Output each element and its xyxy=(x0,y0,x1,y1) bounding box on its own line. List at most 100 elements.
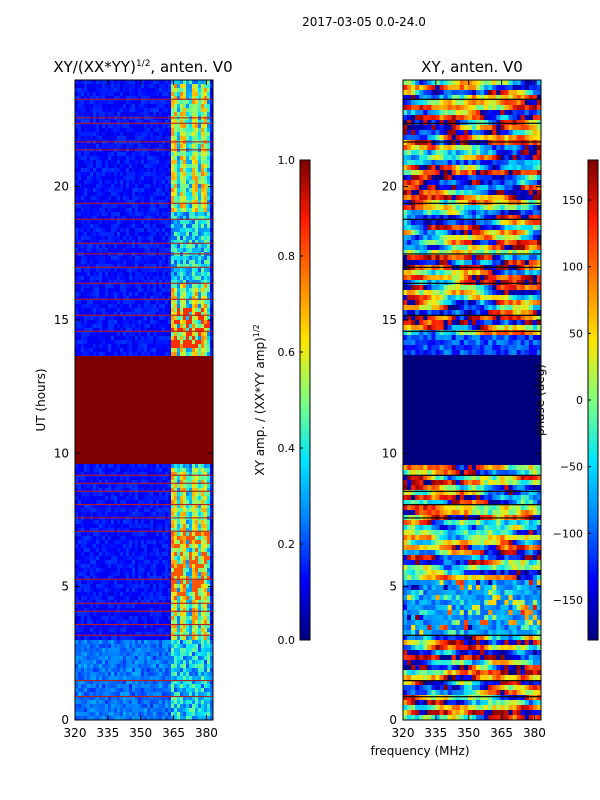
amplitude-cell xyxy=(156,368,160,373)
amplitude-cell xyxy=(162,192,166,197)
amplitude-cell xyxy=(102,92,106,97)
amplitude-cell xyxy=(108,276,112,281)
amplitude-cell xyxy=(147,280,151,285)
amplitude-cell xyxy=(132,472,136,477)
amplitude-cell xyxy=(153,308,157,313)
amplitude-cell xyxy=(147,424,151,429)
amplitude-cell xyxy=(210,288,213,293)
amplitude-cell xyxy=(132,484,136,489)
amplitude-cell xyxy=(165,316,169,321)
amplitude-cell xyxy=(114,432,118,437)
amplitude-cell xyxy=(180,132,184,137)
amplitude-cell xyxy=(162,420,166,425)
amplitude-cell xyxy=(198,496,202,501)
amplitude-cell xyxy=(183,288,187,293)
amplitude-cell xyxy=(111,404,115,409)
amplitude-cell xyxy=(165,196,169,201)
amplitude-cell xyxy=(210,468,213,473)
amplitude-cell xyxy=(138,180,142,185)
amplitude-cell xyxy=(144,232,148,237)
amplitude-cell xyxy=(102,344,106,349)
amplitude-cell xyxy=(171,156,175,161)
amplitude-cell xyxy=(198,396,202,401)
amplitude-cell xyxy=(192,448,196,453)
amplitude-cell xyxy=(153,276,157,281)
amplitude-cell xyxy=(117,256,121,261)
amplitude-cell xyxy=(96,364,100,369)
amplitude-cell xyxy=(90,480,94,485)
amplitude-cell xyxy=(171,368,175,373)
amplitude-cell xyxy=(126,160,130,165)
amplitude-cell xyxy=(114,388,118,393)
amplitude-cell xyxy=(120,120,124,125)
amplitude-cell xyxy=(153,440,157,445)
amplitude-cell xyxy=(102,228,106,233)
amplitude-cell xyxy=(147,436,151,441)
amplitude-cell xyxy=(138,356,142,361)
amplitude-cell xyxy=(144,408,148,413)
amplitude-cell xyxy=(141,112,145,117)
amplitude-cell xyxy=(78,204,82,209)
amplitude-cell xyxy=(192,360,196,365)
amplitude-cell xyxy=(138,84,142,89)
amplitude-cell xyxy=(87,440,91,445)
amplitude-cell xyxy=(183,356,187,361)
amplitude-cell xyxy=(159,272,163,277)
amplitude-cell xyxy=(210,392,213,397)
amplitude-cell xyxy=(177,348,181,353)
amplitude-cell xyxy=(162,444,166,449)
amplitude-cell xyxy=(117,304,121,309)
amplitude-cell xyxy=(111,248,115,253)
amplitude-cell xyxy=(207,292,211,297)
amplitude-cell xyxy=(156,432,160,437)
amplitude-cell xyxy=(123,428,127,433)
amplitude-cell xyxy=(75,328,79,333)
amplitude-cell xyxy=(84,412,88,417)
amplitude-cell xyxy=(171,476,175,481)
amplitude-cell xyxy=(159,352,163,357)
amplitude-cell xyxy=(207,288,211,293)
amplitude-cell xyxy=(105,480,109,485)
amplitude-cell xyxy=(138,344,142,349)
amplitude-cell xyxy=(174,392,178,397)
amplitude-cell xyxy=(177,292,181,297)
amplitude-cell xyxy=(87,208,91,213)
amplitude-cell xyxy=(165,356,169,361)
amplitude-cell xyxy=(78,268,82,273)
amplitude-cell xyxy=(81,336,85,341)
amplitude-cell xyxy=(207,468,211,473)
amplitude-cell xyxy=(84,340,88,345)
amplitude-cell xyxy=(165,180,169,185)
amplitude-cell xyxy=(123,124,127,129)
amplitude-cell xyxy=(102,448,106,453)
amplitude-cell xyxy=(78,480,82,485)
amplitude-cell xyxy=(120,352,124,357)
amplitude-cell xyxy=(186,112,190,117)
amplitude-cell xyxy=(90,340,94,345)
amplitude-cell xyxy=(207,152,211,157)
amplitude-cell xyxy=(105,208,109,213)
amplitude-cell xyxy=(183,228,187,233)
amplitude-cell xyxy=(105,416,109,421)
amplitude-cell xyxy=(204,296,208,301)
amplitude-cell xyxy=(156,264,160,269)
amplitude-cell xyxy=(156,156,160,161)
amplitude-cell xyxy=(192,100,196,105)
amplitude-cell xyxy=(210,328,213,333)
amplitude-cell xyxy=(168,244,172,249)
amplitude-cell xyxy=(111,328,115,333)
amplitude-cell xyxy=(144,196,148,201)
amplitude-cell xyxy=(186,492,190,497)
amplitude-cell xyxy=(141,492,145,497)
amplitude-cell xyxy=(201,176,205,181)
amplitude-cell xyxy=(132,416,136,421)
amplitude-cell xyxy=(210,84,213,89)
amplitude-cell xyxy=(138,496,142,501)
amplitude-cell xyxy=(141,464,145,469)
amplitude-cell xyxy=(207,192,211,197)
amplitude-cell xyxy=(111,504,115,509)
amplitude-cell xyxy=(102,164,106,169)
amplitude-cell xyxy=(117,388,121,393)
amplitude-cell xyxy=(150,316,154,321)
amplitude-cell xyxy=(84,240,88,245)
